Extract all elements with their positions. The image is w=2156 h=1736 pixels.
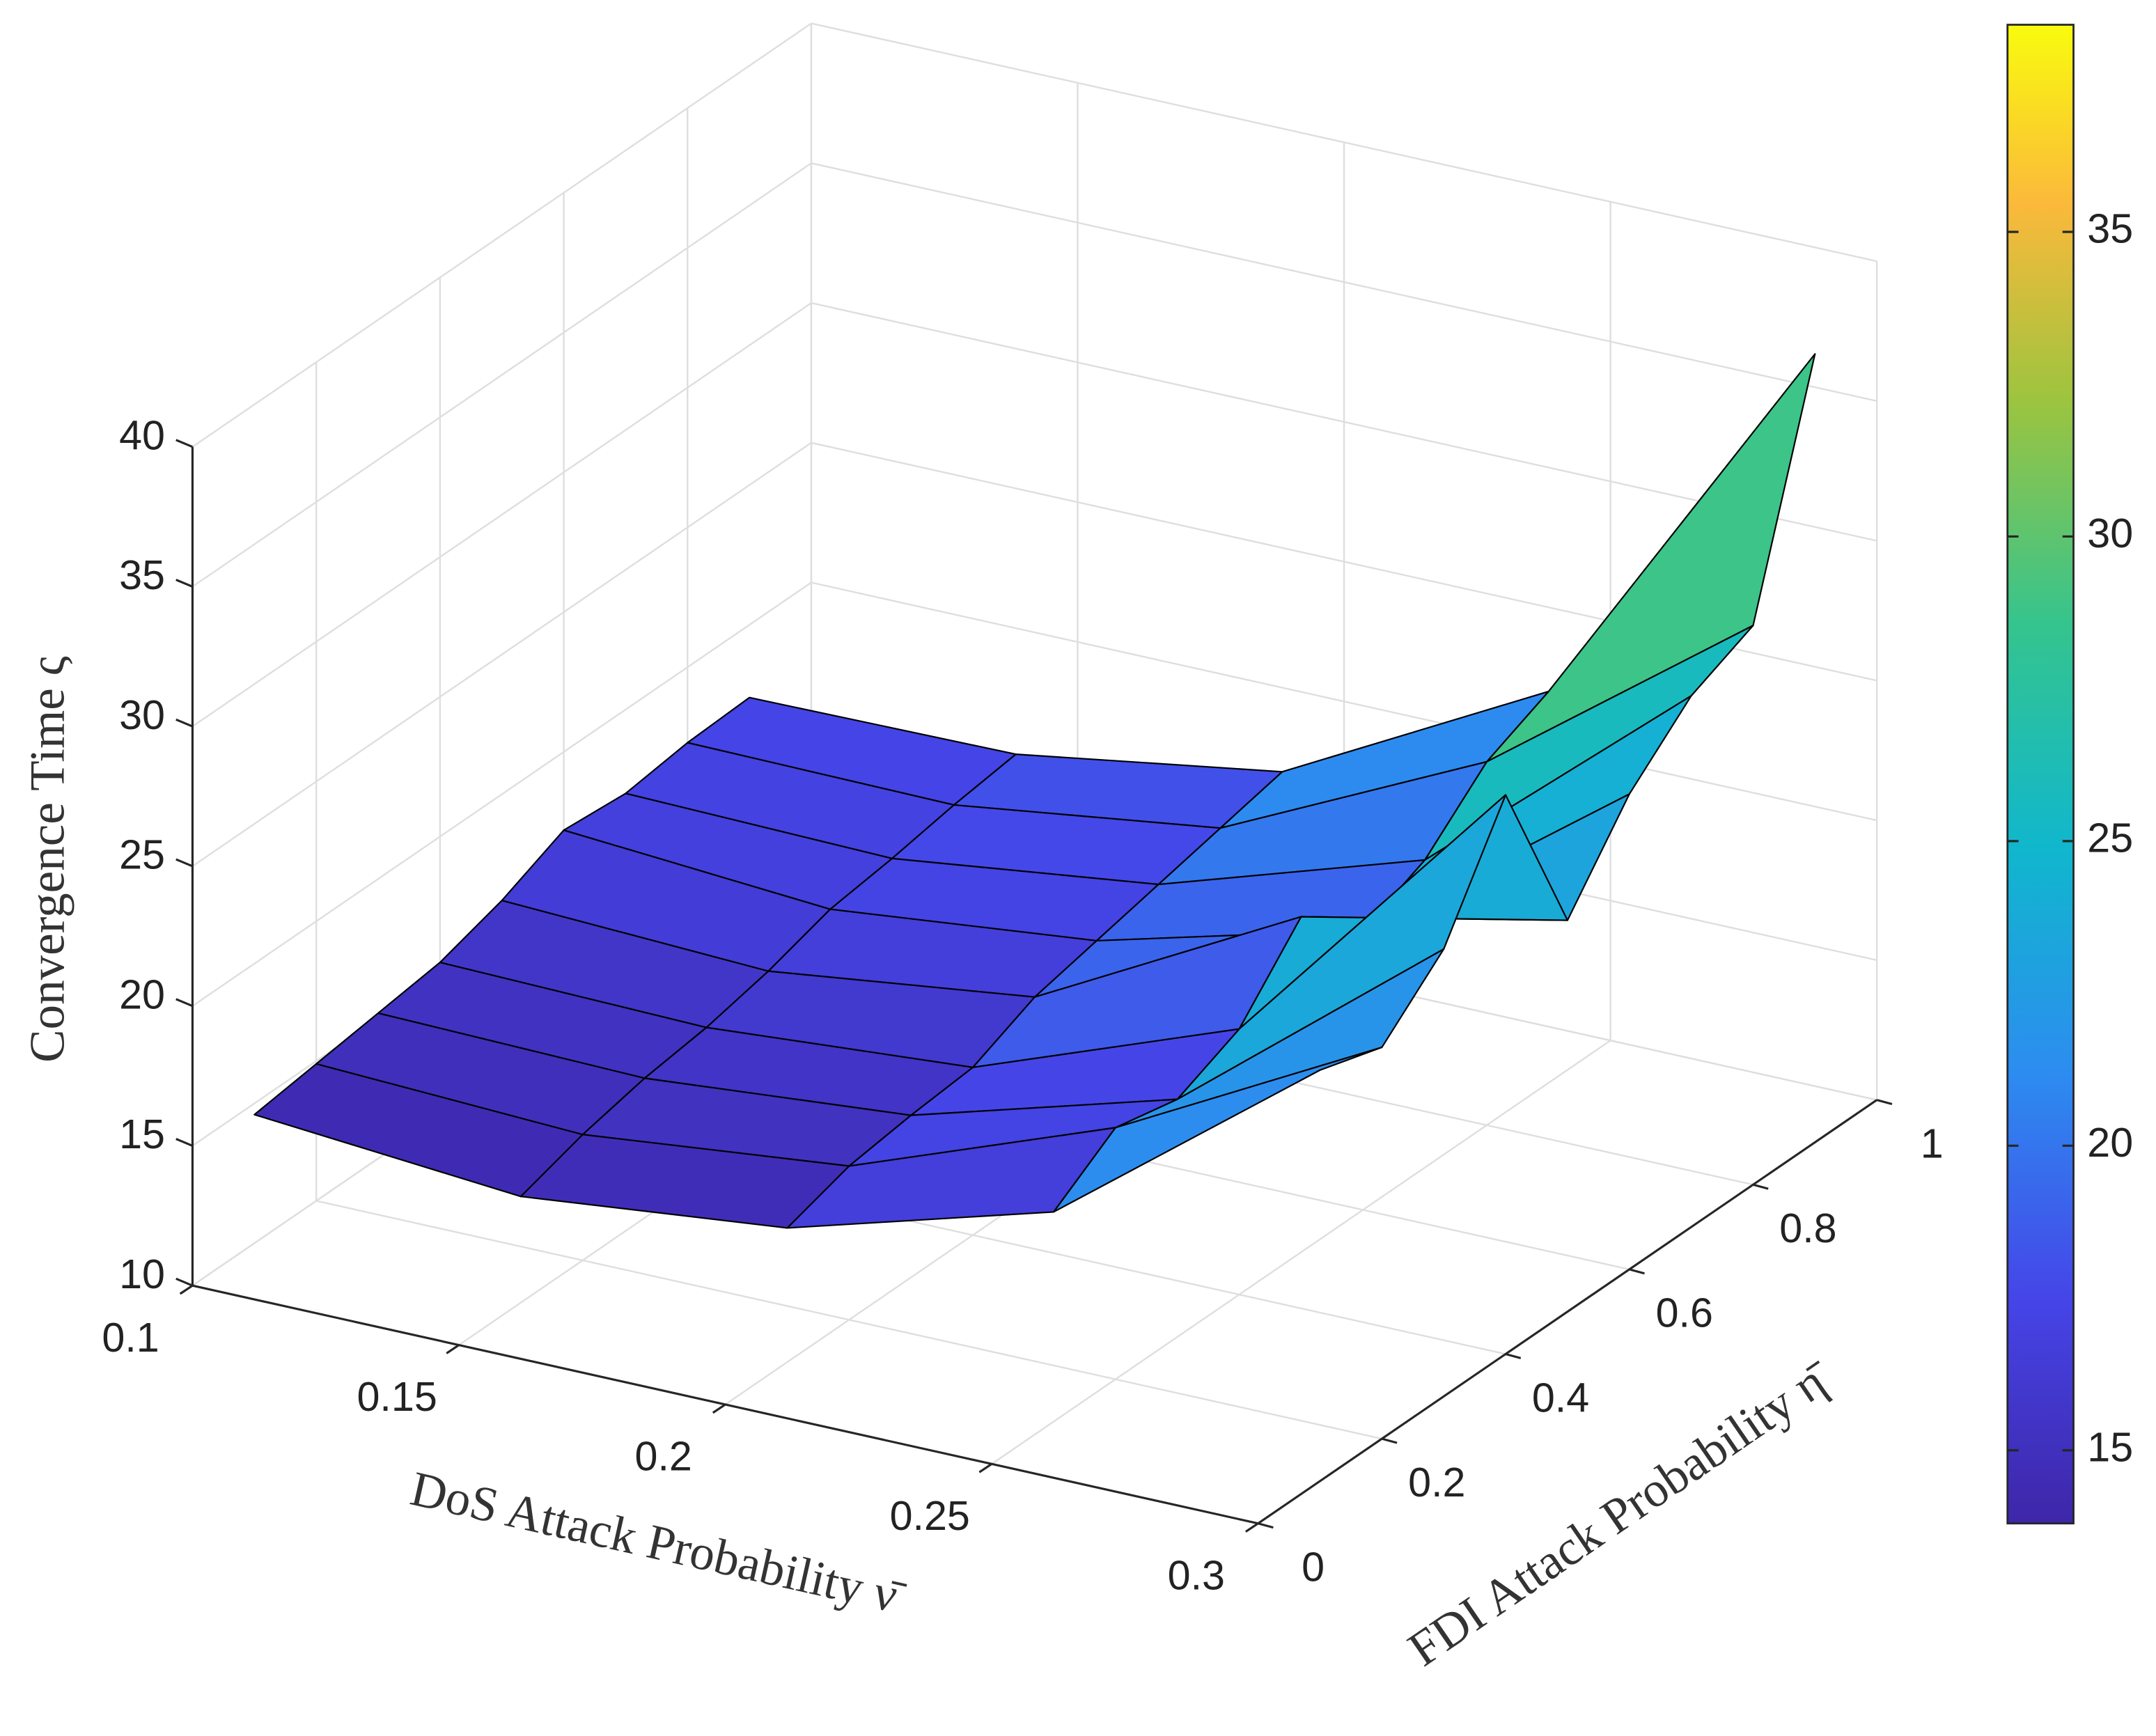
z-tick [175, 718, 194, 728]
x-tick [1245, 1522, 1259, 1533]
z-tick [175, 858, 194, 868]
x-tick-label: 0.25 [890, 1492, 970, 1539]
grid-line [192, 581, 812, 1007]
surface-face [253, 1063, 584, 1198]
z-axis-label: Convergence Time ς [20, 656, 75, 1063]
x-axis-label: DoS Attack Probability ν̄ [406, 1462, 910, 1625]
colorbar [2006, 24, 2075, 1525]
y-tick-label: 0.4 [1532, 1374, 1589, 1421]
colorbar-tick-label: 25 [2087, 815, 2133, 861]
colorbar-tick-label: 35 [2087, 205, 2133, 252]
z-tick [175, 439, 194, 448]
y-tick [1876, 1099, 1893, 1106]
x-tick [978, 1463, 992, 1473]
colorbar-tick-label: 20 [2087, 1119, 2133, 1166]
z-tick-label: 30 [119, 691, 165, 738]
grid-line [192, 162, 812, 588]
grid-line [811, 22, 1877, 263]
grid-line [811, 581, 1877, 822]
x-tick-label: 0.1 [102, 1314, 159, 1361]
grid-line [991, 1040, 1611, 1465]
x-tick [179, 1284, 194, 1295]
grid-line [192, 302, 812, 728]
z-tick [175, 1277, 194, 1287]
grid-line [315, 1200, 1382, 1440]
x-tick-label: 0.3 [1168, 1551, 1225, 1598]
y-tick-label: 0 [1302, 1544, 1325, 1590]
x-tick-label: 0.15 [357, 1373, 437, 1420]
z-tick [175, 998, 194, 1008]
z-tick [175, 1138, 194, 1147]
z-tick-label: 25 [119, 831, 165, 878]
y-tick [1753, 1183, 1769, 1190]
y-tick-label: 0.8 [1779, 1205, 1836, 1251]
z-tick-label: 15 [119, 1111, 165, 1157]
z-tick-label: 35 [119, 552, 165, 598]
z-tick-label: 20 [119, 971, 165, 1017]
y-tick [1505, 1352, 1522, 1359]
colorbar-tick-label: 15 [2087, 1423, 2133, 1470]
y-tick-label: 1 [1921, 1120, 1944, 1166]
x-tick [712, 1403, 726, 1414]
colorbar-tick-label: 30 [2087, 510, 2133, 556]
y-tick [1258, 1522, 1274, 1529]
y-axis-label: FDI Attack Probability η̄ [1399, 1350, 1842, 1677]
y-tick [1381, 1437, 1398, 1444]
grid-line [811, 162, 1877, 402]
grid-line [192, 22, 812, 448]
grid-line [192, 441, 812, 867]
y-tick [1629, 1268, 1645, 1275]
x-tick-label: 0.2 [635, 1433, 692, 1480]
z-tick-label: 10 [119, 1251, 165, 1297]
y-tick-label: 0.2 [1408, 1459, 1465, 1506]
x-tick [446, 1344, 460, 1354]
y-axis [1257, 1099, 1878, 1525]
z-tick [175, 579, 194, 588]
y-tick-label: 0.6 [1656, 1290, 1713, 1336]
z-tick-label: 40 [119, 412, 165, 459]
